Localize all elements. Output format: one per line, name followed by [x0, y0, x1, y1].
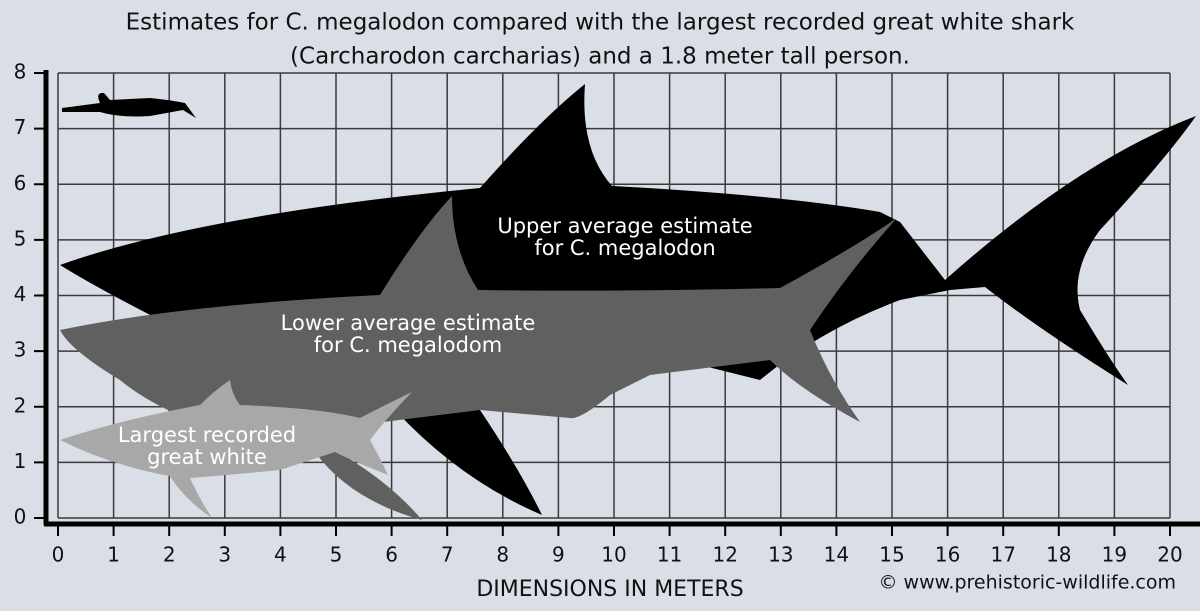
x-tick-label: 16 [935, 543, 960, 567]
y-tick-label: 7 [14, 115, 27, 139]
y-tick-label: 0 [14, 505, 27, 529]
x-tick-label: 3 [218, 543, 231, 567]
x-axis-label: DIMENSIONS IN METERS [476, 577, 743, 602]
x-tick-label: 20 [1157, 543, 1182, 567]
x-tick-label: 1 [107, 543, 120, 567]
shark-label: for C. megalodon [534, 236, 715, 260]
y-tick-label: 1 [14, 449, 27, 473]
great-white-silhouette [60, 380, 412, 518]
x-tick-label: 12 [712, 543, 737, 567]
y-tick-label: 6 [14, 171, 27, 195]
x-tick-label: 2 [163, 543, 176, 567]
shark-label: Lower average estimate [281, 311, 536, 335]
x-tick-label: 13 [768, 543, 793, 567]
credit: © www.prehistoric-wildlife.com [879, 572, 1177, 594]
x-tick-label: 19 [1102, 543, 1127, 567]
shark-label: Largest recorded [118, 423, 296, 447]
x-tick-label: 7 [441, 543, 454, 567]
x-tick-label: 5 [330, 543, 343, 567]
x-tick-label: 15 [879, 543, 904, 567]
x-tick-label: 0 [52, 543, 65, 567]
x-tick-label: 9 [552, 543, 565, 567]
shark-label: great white [147, 445, 267, 469]
y-tick-label: 5 [14, 226, 27, 250]
x-tick-label: 10 [601, 543, 626, 567]
shark-label: Upper average estimate [497, 214, 752, 238]
y-tick-label: 4 [14, 282, 27, 306]
y-tick-label: 8 [14, 60, 27, 84]
x-tick-label: 8 [496, 543, 509, 567]
x-tick-label: 4 [274, 543, 287, 567]
title-line: Estimates for C. megalodon compared with… [126, 10, 1075, 36]
y-tick-label: 2 [14, 393, 27, 417]
x-tick-label: 11 [657, 543, 682, 567]
shark-label: for C. megalodom [314, 333, 502, 357]
person-silhouette [62, 92, 196, 118]
x-tick-label: 6 [385, 543, 398, 567]
x-tick-label: 18 [1046, 543, 1071, 567]
title-line: (Carcharodon carcharias) and a 1.8 meter… [290, 44, 910, 70]
x-tick-label: 14 [824, 543, 849, 567]
y-tick-label: 3 [14, 338, 27, 362]
x-tick-label: 17 [990, 543, 1015, 567]
